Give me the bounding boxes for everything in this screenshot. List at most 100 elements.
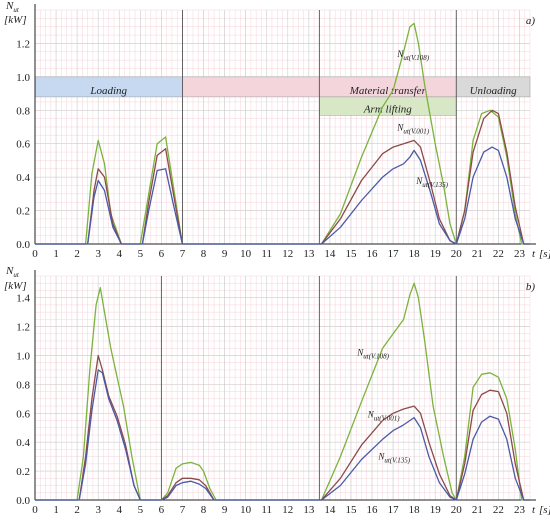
y-axis-label-base: N bbox=[5, 0, 14, 12]
x-tick-label: 6 bbox=[159, 248, 165, 260]
y-tick-label: 1.4 bbox=[16, 293, 30, 305]
y-tick-label: 0.6 bbox=[16, 139, 30, 151]
y-tick-label: 1.2 bbox=[16, 38, 30, 50]
y-axis-label-sub: ut bbox=[13, 271, 20, 279]
x-tick-label: 18 bbox=[409, 248, 421, 260]
sub-phase-label: Arm lifting bbox=[363, 103, 412, 115]
series-line-v108 bbox=[35, 282, 530, 501]
x-tick-label: 4 bbox=[117, 504, 123, 516]
series-line-v001 bbox=[35, 109, 530, 245]
x-tick-label: 22 bbox=[493, 504, 504, 516]
x-tick-label: 13 bbox=[303, 504, 315, 516]
series-annotation-sub: ut(V.001) bbox=[374, 415, 400, 423]
x-tick-label: 1 bbox=[53, 504, 59, 516]
series-annotation-sub: ut(V.135) bbox=[384, 457, 410, 465]
y-tick-label: 0.4 bbox=[16, 172, 30, 184]
x-tick-label: 8 bbox=[201, 504, 207, 516]
x-axis-unit: [s] bbox=[539, 248, 550, 260]
x-tick-label: 3 bbox=[95, 248, 101, 260]
x-tick-label: 14 bbox=[324, 248, 336, 260]
y-tick-label: 0.6 bbox=[16, 408, 30, 420]
x-tick-label: 6 bbox=[159, 504, 165, 516]
y-tick-label: 0.2 bbox=[16, 206, 30, 218]
x-tick-label: 2 bbox=[74, 504, 80, 516]
x-tick-label: 0 bbox=[32, 248, 38, 260]
panel-1-minor-grid bbox=[34, 275, 531, 501]
x-tick-label: 11 bbox=[261, 248, 272, 260]
x-tick-label: 8 bbox=[201, 248, 207, 260]
x-tick-label: 0 bbox=[32, 504, 38, 516]
x-axis-label: t bbox=[532, 248, 536, 260]
series-line-v135 bbox=[35, 146, 530, 245]
x-tick-label: 17 bbox=[388, 248, 400, 260]
y-tick-label: 0.2 bbox=[16, 466, 30, 478]
x-tick-label: 21 bbox=[472, 504, 483, 516]
series-annotation: Nut(V.135) bbox=[415, 176, 448, 189]
x-tick-label: 15 bbox=[345, 504, 357, 516]
series-annotation-base: N bbox=[415, 176, 423, 186]
x-axis-unit: [s] bbox=[539, 504, 550, 516]
x-tick-label: 12 bbox=[282, 504, 293, 516]
phase-label: Material transfer bbox=[349, 85, 427, 97]
series-annotation: Nut(V.108) bbox=[396, 49, 429, 62]
x-tick-label: 10 bbox=[240, 248, 252, 260]
x-tick-label: 16 bbox=[367, 504, 379, 516]
series-annotation-base: N bbox=[396, 122, 404, 132]
series-annotation: Nut(V.001) bbox=[367, 410, 400, 423]
panel-label: a) bbox=[526, 15, 536, 27]
phase-label: Unloading bbox=[470, 85, 518, 97]
panel-label: b) bbox=[526, 281, 536, 293]
series-annotation: Nut(V.001) bbox=[396, 122, 429, 135]
x-tick-label: 22 bbox=[493, 248, 504, 260]
x-tick-label: 7 bbox=[180, 248, 186, 260]
x-tick-label: 18 bbox=[409, 504, 421, 516]
series-annotation: Nut(V.135) bbox=[377, 452, 410, 465]
series-annotation: Nut(V.108) bbox=[356, 347, 389, 360]
series-annotation-base: N bbox=[356, 347, 364, 357]
y-tick-label: 1.2 bbox=[16, 322, 30, 334]
series-annotation-base: N bbox=[367, 410, 375, 420]
x-tick-label: 16 bbox=[367, 248, 379, 260]
x-tick-label: 7 bbox=[180, 504, 186, 516]
series-annotation-sub: ut(V.108) bbox=[363, 352, 389, 360]
x-tick-label: 14 bbox=[324, 504, 336, 516]
y-tick-label: 0.0 bbox=[16, 495, 30, 507]
x-tick-label: 15 bbox=[345, 248, 357, 260]
x-tick-label: 11 bbox=[261, 504, 272, 516]
series-annotation-base: N bbox=[377, 452, 385, 462]
x-tick-label: 20 bbox=[451, 504, 463, 516]
x-axis-label: t bbox=[532, 504, 536, 516]
x-tick-label: 9 bbox=[222, 504, 228, 516]
y-tick-label: 0.4 bbox=[16, 437, 30, 449]
y-axis-label: Nut bbox=[5, 0, 20, 14]
y-tick-label: 1.0 bbox=[16, 350, 30, 362]
phase-band bbox=[182, 76, 320, 98]
x-tick-label: 12 bbox=[282, 248, 293, 260]
x-tick-label: 23 bbox=[514, 504, 526, 516]
y-axis-unit: [kW] bbox=[4, 280, 27, 292]
x-tick-label: 5 bbox=[138, 248, 144, 260]
y-axis-label-sub: ut bbox=[13, 6, 20, 14]
x-tick-label: 19 bbox=[430, 504, 442, 516]
x-tick-label: 2 bbox=[74, 248, 80, 260]
phase-label: Loading bbox=[89, 85, 127, 97]
x-tick-label: 21 bbox=[472, 248, 483, 260]
series-annotation-base: N bbox=[396, 49, 404, 59]
x-tick-label: 17 bbox=[388, 504, 400, 516]
y-tick-label: 0.8 bbox=[16, 379, 30, 391]
x-tick-label: 1 bbox=[53, 248, 59, 260]
x-tick-label: 9 bbox=[222, 248, 228, 260]
x-tick-label: 3 bbox=[95, 504, 101, 516]
x-tick-label: 13 bbox=[303, 248, 315, 260]
x-tick-label: 5 bbox=[138, 504, 144, 516]
series-annotation-sub: ut(V.001) bbox=[403, 127, 429, 135]
series-annotation-sub: ut(V.135) bbox=[422, 181, 448, 189]
x-tick-label: 23 bbox=[514, 248, 526, 260]
series-annotation-sub: ut(V.108) bbox=[403, 54, 429, 62]
y-axis-label-base: N bbox=[5, 265, 14, 277]
x-tick-label: 20 bbox=[451, 248, 463, 260]
y-tick-label: 0.8 bbox=[16, 105, 30, 117]
y-tick-label: 0.0 bbox=[16, 239, 30, 251]
series-line-v135 bbox=[35, 369, 530, 501]
